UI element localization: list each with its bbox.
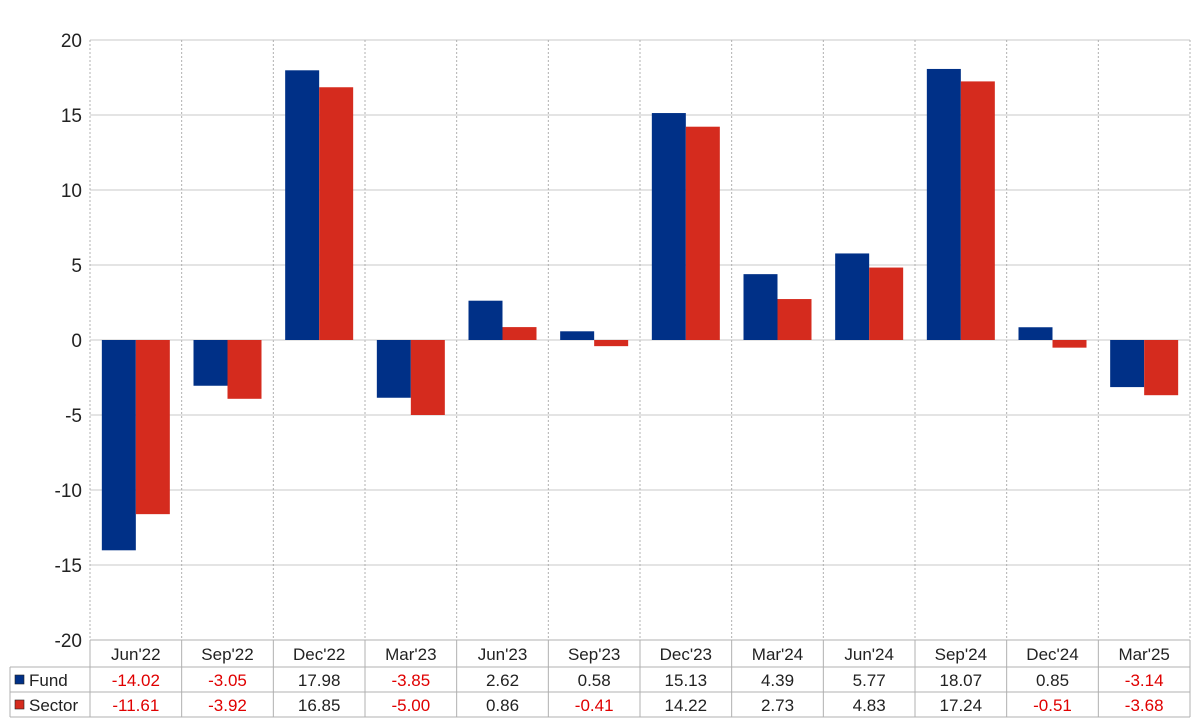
category-label: Sep'22 xyxy=(201,645,253,664)
value-label-sector-7: 2.73 xyxy=(761,696,794,715)
value-label-fund-6: 15.13 xyxy=(665,671,708,690)
bars xyxy=(101,68,1179,551)
category-label: Jun'24 xyxy=(844,645,894,664)
bar-sector-2 xyxy=(319,87,354,340)
value-label-sector-11: -3.68 xyxy=(1125,696,1164,715)
value-label-fund-7: 4.39 xyxy=(761,671,794,690)
category-label: Jun'22 xyxy=(111,645,161,664)
y-axis-tick-labels: 20 15 10 5 0 -5 -10 -15 -20 xyxy=(55,31,82,652)
y-tick-label: -10 xyxy=(55,481,82,502)
y-tick-label: -20 xyxy=(55,631,82,652)
bar-fund-7 xyxy=(743,274,778,340)
bar-sector-11 xyxy=(1144,340,1179,396)
y-tick-label: 0 xyxy=(71,331,82,352)
value-label-sector-4: 0.86 xyxy=(486,696,519,715)
category-label: Dec'24 xyxy=(1026,645,1078,664)
bar-fund-10 xyxy=(1018,327,1053,340)
value-label-sector-2: 16.85 xyxy=(298,696,341,715)
category-label: Sep'24 xyxy=(935,645,987,664)
bar-sector-4 xyxy=(502,327,537,340)
value-label-sector-1: -3.92 xyxy=(208,696,247,715)
y-tick-label: -5 xyxy=(65,406,82,427)
y-tick-label: 15 xyxy=(61,106,82,127)
value-label-fund-8: 5.77 xyxy=(853,671,886,690)
bar-fund-5 xyxy=(560,331,595,340)
data-table: Jun'22 Sep'22 Dec'22 Mar'23 Jun'23 Sep'23 Dec'… xyxy=(9,639,1191,718)
value-label-sector-9: 17.24 xyxy=(940,696,983,715)
y-tick-label: -15 xyxy=(55,556,82,577)
category-label: Sep'23 xyxy=(568,645,620,664)
category-label: Mar'25 xyxy=(1118,645,1169,664)
bar-sector-7 xyxy=(777,299,812,340)
y-tick-label: 10 xyxy=(61,181,82,202)
category-label: Mar'23 xyxy=(385,645,436,664)
bar-fund-2 xyxy=(285,70,320,341)
value-label-sector-5: -0.41 xyxy=(575,696,614,715)
y-tick-label: 20 xyxy=(61,31,82,52)
category-label: Jun'23 xyxy=(478,645,528,664)
bar-fund-11 xyxy=(1110,340,1145,388)
value-label-sector-10: -0.51 xyxy=(1033,696,1072,715)
legend-swatch-sector xyxy=(14,699,25,710)
value-label-fund-10: 0.85 xyxy=(1036,671,1069,690)
bar-fund-8 xyxy=(835,253,870,340)
bar-fund-3 xyxy=(376,340,411,398)
value-label-fund-1: -3.05 xyxy=(208,671,247,690)
value-label-fund-9: 18.07 xyxy=(940,671,983,690)
value-label-sector-3: -5.00 xyxy=(391,696,430,715)
value-label-fund-2: 17.98 xyxy=(298,671,341,690)
legend-label-fund: Fund xyxy=(29,671,68,690)
bar-sector-6 xyxy=(685,126,720,340)
bar-fund-4 xyxy=(468,300,503,340)
bar-fund-6 xyxy=(651,113,686,340)
category-label: Dec'23 xyxy=(660,645,712,664)
y-tick-label: 5 xyxy=(71,256,82,277)
bar-sector-5 xyxy=(594,340,629,347)
bar-sector-9 xyxy=(960,81,995,341)
value-label-fund-11: -3.14 xyxy=(1125,671,1164,690)
bar-sector-3 xyxy=(410,340,445,415)
value-label-fund-4: 2.62 xyxy=(486,671,519,690)
value-label-fund-5: 0.58 xyxy=(578,671,611,690)
bar-fund-9 xyxy=(926,68,961,340)
bar-fund-0 xyxy=(101,340,136,551)
value-label-sector-0: -11.61 xyxy=(112,696,159,715)
bar-sector-0 xyxy=(135,340,170,515)
value-label-sector-6: 14.22 xyxy=(665,696,708,715)
grid-lines xyxy=(89,39,1191,641)
bar-sector-1 xyxy=(227,340,262,399)
category-label: Dec'22 xyxy=(293,645,345,664)
legend-label-sector: Sector xyxy=(29,696,78,715)
value-label-fund-0: -14.02 xyxy=(112,671,160,690)
bar-sector-10 xyxy=(1052,340,1087,348)
value-label-sector-8: 4.83 xyxy=(853,696,886,715)
bar-fund-1 xyxy=(193,340,228,386)
category-label: Mar'24 xyxy=(752,645,803,664)
bar-sector-8 xyxy=(869,267,904,340)
legend-swatch-fund xyxy=(14,674,25,685)
value-label-fund-3: -3.85 xyxy=(391,671,430,690)
